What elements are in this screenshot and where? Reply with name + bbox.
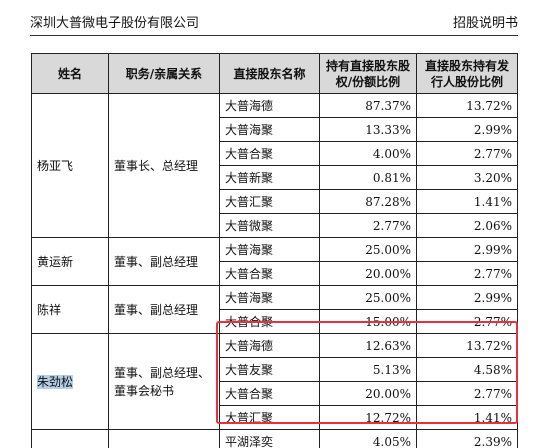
stake-value: 87.28%: [319, 189, 417, 214]
holder-name: 大普海德: [219, 93, 320, 118]
person-name-selected[interactable]: 朱劲松: [31, 333, 109, 430]
table-row: 平湖泽奕 4.05% 2.39%: [31, 429, 518, 448]
issuer-share-value: 2.77%: [416, 381, 518, 406]
person-name: 黄运新: [31, 237, 109, 286]
issuer-share-value: 1.41%: [416, 189, 518, 214]
selected-text[interactable]: 朱劲松: [37, 375, 74, 389]
col-issuer-share: 直接股东持有发行人股份比例: [416, 53, 518, 94]
issuer-share-value: 13.72%: [416, 93, 518, 118]
stake-value: 0.81%: [319, 165, 417, 190]
person-role: 董事长、总经理: [108, 93, 220, 238]
col-role: 职务/亲属关系: [108, 53, 220, 94]
page-header: 深圳大普微电子股份有限公司 招股说明书: [30, 14, 518, 36]
holder-name: 大普友聚: [219, 357, 320, 382]
table-row: 朱劲松 董事、副总经理、董事会秘书 大普海德 12.63% 13.72%: [31, 333, 518, 430]
holder-name: 大普合聚: [219, 141, 320, 166]
document-type: 招股说明书: [452, 16, 518, 31]
person-role: 董事、副总经理: [108, 237, 220, 286]
stake-value: 13.33%: [319, 117, 417, 142]
stake-value: 12.72%: [319, 405, 417, 430]
stake-value: 20.00%: [319, 381, 417, 406]
issuer-share-value: 4.58%: [416, 357, 518, 382]
table-row: 大普汇聚 87.28% 1.41%: [32, 189, 518, 214]
holder-name: 大普汇聚: [219, 405, 320, 430]
person-name: [31, 429, 109, 448]
holder-name: 大普海聚: [219, 117, 320, 142]
col-stake: 持有直接股东股权/份额比例: [319, 53, 417, 94]
holder-name: 大普海德: [219, 333, 320, 358]
table-row: 大普合聚 20.00% 2.77%: [32, 261, 518, 286]
stake-value: 25.00%: [319, 237, 417, 262]
issuer-share-value: 2.77%: [416, 309, 518, 334]
issuer-share-value: 13.72%: [416, 333, 518, 358]
table-row: 黄运新 董事、副总经理 大普海聚 25.00% 2.99%: [31, 237, 518, 286]
holder-name: 大普汇聚: [219, 189, 320, 214]
stake-value: 20.00%: [319, 261, 417, 286]
table-row: 大普汇聚 12.72% 1.41%: [32, 405, 518, 430]
table-header-row: 姓名 职务/亲属关系 直接股东名称 持有直接股东股权/份额比例 直接股东持有发行…: [31, 53, 518, 94]
holder-name: 大普新聚: [219, 165, 320, 190]
stake-value: 12.63%: [319, 333, 417, 358]
issuer-share-value: 2.99%: [416, 237, 518, 262]
person-name: 杨亚飞: [31, 93, 109, 238]
holder-name: 大普合聚: [219, 309, 320, 334]
table-row: 大普新聚 0.81% 3.20%: [32, 165, 518, 190]
company-name: 深圳大普微电子股份有限公司: [30, 16, 200, 31]
holder-name: 大普合聚: [219, 261, 320, 286]
table-row: 大普海聚 13.33% 2.99%: [32, 117, 518, 142]
person-role: [108, 429, 220, 448]
issuer-share-value: 2.99%: [416, 285, 518, 310]
issuer-share-value: 1.41%: [416, 405, 518, 430]
holder-name: 平湖泽奕: [219, 429, 320, 448]
issuer-share-value: 2.77%: [416, 141, 518, 166]
shareholding-table: 姓名 职务/亲属关系 直接股东名称 持有直接股东股权/份额比例 直接股东持有发行…: [31, 53, 518, 448]
holder-name: 大普合聚: [219, 381, 320, 406]
stake-value: 2.77%: [319, 213, 417, 238]
issuer-share-value: 2.99%: [416, 117, 518, 142]
table-row: 陈祥 董事、副总经理 大普海聚 25.00% 2.99%: [31, 285, 518, 334]
issuer-share-value: 2.77%: [416, 261, 518, 286]
person-role: 董事、副总经理: [108, 285, 220, 334]
issuer-share-value: 2.39%: [416, 429, 518, 448]
table-row: 大普友聚 5.13% 4.58%: [32, 357, 518, 382]
table-row: 杨亚飞 董事长、总经理 大普海德 87.37% 13.72%: [31, 93, 518, 238]
stake-value: 15.00%: [319, 309, 417, 334]
issuer-share-value: 2.06%: [416, 213, 518, 238]
person-role: 董事、副总经理、董事会秘书: [108, 333, 220, 430]
issuer-share-value: 3.20%: [416, 165, 518, 190]
col-name: 姓名: [31, 53, 109, 94]
holder-name: 大普微聚: [219, 213, 320, 238]
holder-name: 大普海聚: [219, 285, 320, 310]
table-row: 大普微聚 2.77% 2.06%: [32, 213, 518, 238]
stake-value: 87.37%: [319, 93, 417, 118]
stake-value: 5.13%: [319, 357, 417, 382]
table-row: 大普合聚 20.00% 2.77%: [32, 381, 518, 406]
stake-value: 4.05%: [319, 429, 417, 448]
holder-name: 大普海聚: [219, 237, 320, 262]
stake-value: 4.00%: [319, 141, 417, 166]
col-holder: 直接股东名称: [219, 53, 320, 94]
table-row: 大普合聚 4.00% 2.77%: [32, 141, 518, 166]
person-name: 陈祥: [31, 285, 109, 334]
stake-value: 25.00%: [319, 285, 417, 310]
